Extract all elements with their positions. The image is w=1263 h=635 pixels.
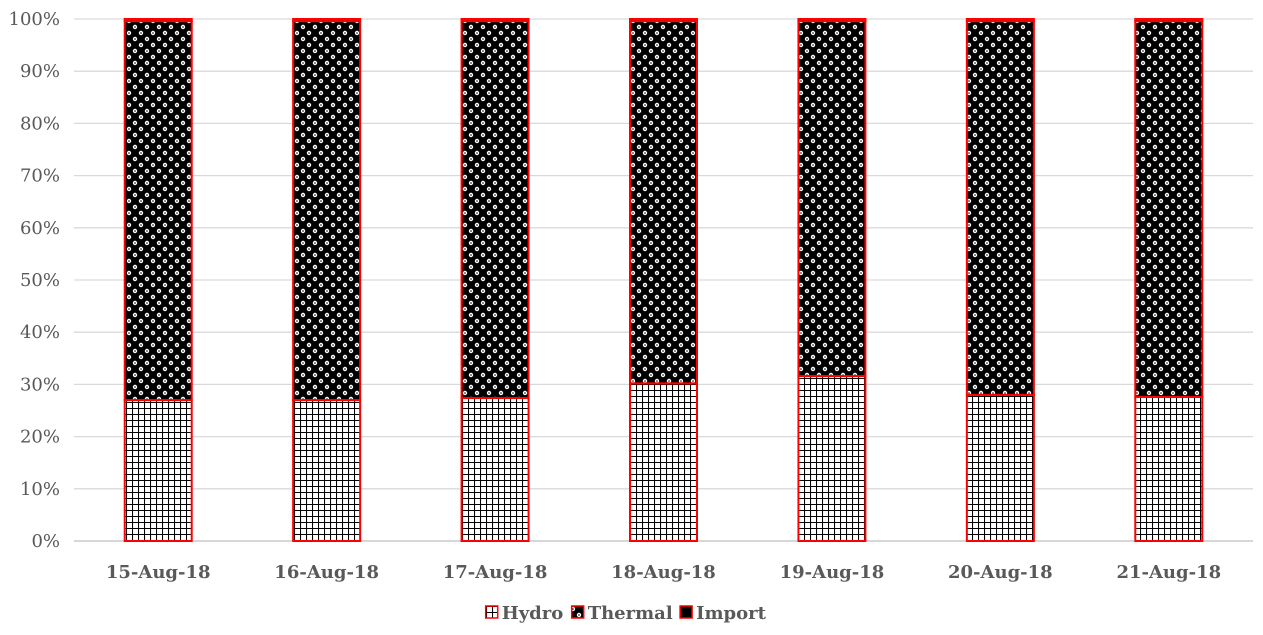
x-axis-ticks: 15-Aug-18 16-Aug-18 17-Aug-18 18-Aug-18 19-A… — [106, 562, 1221, 583]
x-tick-label: 19-Aug-18 — [780, 562, 885, 583]
bar-segment-import — [629, 18, 698, 23]
bar-segment-thermal — [123, 20, 193, 402]
y-tick-label: 70% — [20, 166, 60, 187]
y-tick-label: 0% — [31, 531, 60, 552]
y-tick-label: 60% — [20, 218, 60, 239]
bar-segment-thermal — [1134, 20, 1204, 398]
legend-swatch-import — [679, 605, 693, 619]
bar-segment-thermal — [292, 20, 362, 402]
y-tick-label: 10% — [20, 479, 60, 500]
legend-label-import: Import — [696, 603, 767, 624]
bar-segment-hydro — [292, 399, 362, 542]
bar-segment-import — [123, 18, 193, 23]
y-tick-label: 80% — [20, 113, 60, 134]
bar-segment-thermal — [629, 20, 698, 385]
bar-segment-thermal — [460, 20, 530, 399]
bar-segment-thermal — [797, 20, 867, 378]
bar-segment-hydro — [629, 382, 698, 542]
bar-segment-import — [460, 18, 530, 23]
x-tick-label: 21-Aug-18 — [1116, 562, 1221, 583]
x-tick-label: 15-Aug-18 — [106, 562, 211, 583]
bar-segment-import — [292, 18, 362, 23]
x-tick-label: 18-Aug-18 — [611, 562, 716, 583]
y-axis-ticks: 0% 10% 20% 30% 40% 50% 60% 70% 80% 90% 100% — [9, 9, 60, 552]
x-tick-label: 20-Aug-18 — [948, 562, 1053, 583]
legend-swatch-hydro — [484, 605, 499, 619]
x-tick-label: 17-Aug-18 — [443, 562, 548, 583]
bar-segment-hydro — [797, 375, 867, 542]
y-tick-label: 30% — [20, 374, 60, 395]
bar-segment-import — [965, 18, 1035, 23]
x-tick-label: 16-Aug-18 — [274, 562, 379, 583]
bar-segment-hydro — [1134, 395, 1204, 543]
y-tick-label: 100% — [9, 9, 60, 30]
legend-label-hydro: Hydro — [502, 603, 564, 624]
y-tick-label: 50% — [20, 270, 60, 291]
bar-segment-hydro — [965, 393, 1035, 542]
y-tick-label: 20% — [20, 427, 60, 448]
bar-segment-hydro — [460, 396, 530, 542]
y-tick-label: 40% — [20, 322, 60, 343]
y-tick-label: 90% — [20, 61, 60, 82]
bar-segment-thermal — [965, 20, 1035, 396]
bar-segment-import — [1134, 18, 1204, 23]
legend-swatch-thermal — [570, 605, 585, 619]
legend: Hydro Thermal Import — [484, 603, 767, 624]
bars — [123, 18, 1204, 543]
legend-label-thermal: Thermal — [588, 603, 673, 624]
bar-segment-hydro — [123, 399, 193, 542]
bar-segment-import — [797, 18, 867, 23]
